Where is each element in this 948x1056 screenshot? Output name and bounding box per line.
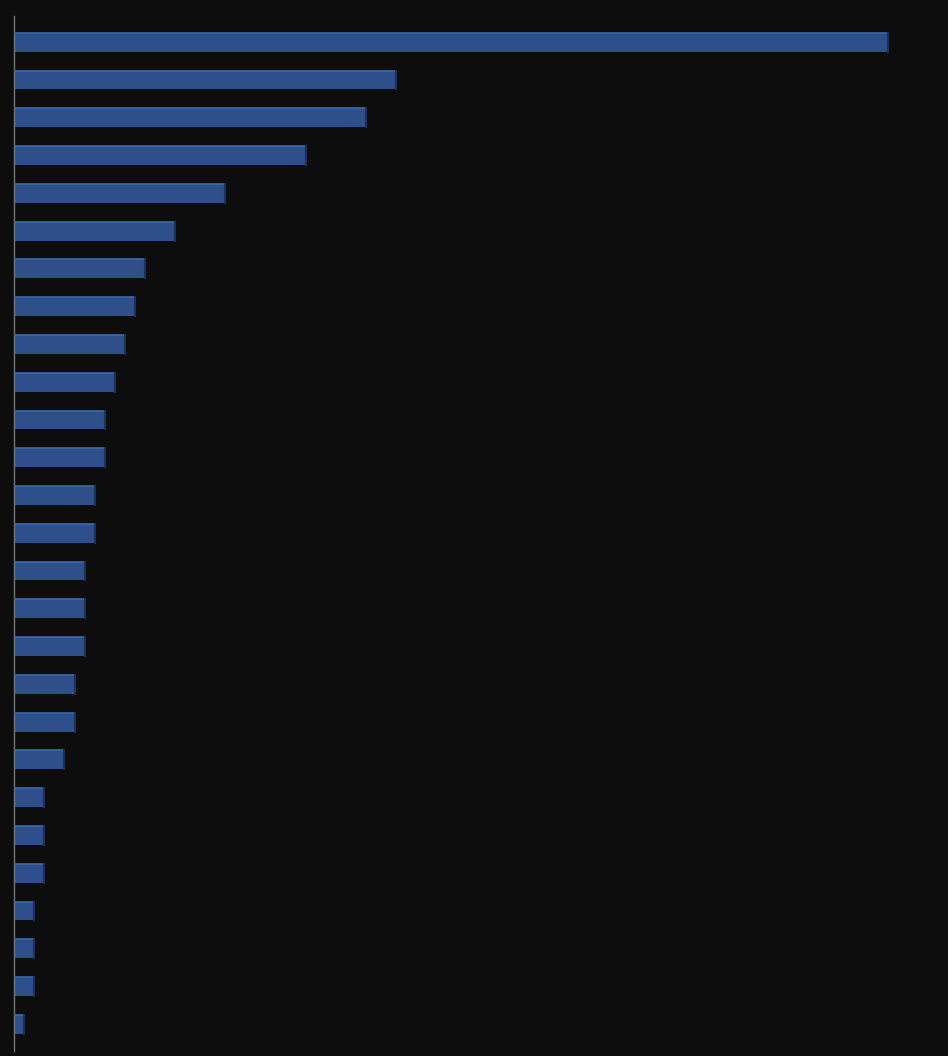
- Bar: [14, 675, 75, 694]
- Bar: [14, 335, 125, 354]
- Bar: [14, 297, 135, 316]
- Bar: [14, 977, 34, 996]
- Bar: [14, 939, 34, 958]
- Bar: [14, 637, 84, 656]
- Bar: [14, 184, 226, 203]
- Bar: [14, 713, 75, 732]
- Bar: [14, 373, 115, 392]
- Bar: [14, 751, 64, 770]
- Bar: [14, 562, 84, 581]
- Bar: [14, 1015, 25, 1034]
- Bar: [14, 222, 175, 241]
- Bar: [14, 449, 104, 467]
- Bar: [14, 146, 305, 165]
- Bar: [14, 524, 95, 543]
- Bar: [14, 600, 84, 618]
- Bar: [14, 864, 45, 883]
- Bar: [14, 902, 34, 921]
- Bar: [14, 826, 45, 845]
- Bar: [14, 109, 366, 128]
- Bar: [14, 788, 45, 807]
- Bar: [14, 260, 145, 279]
- Bar: [14, 33, 888, 52]
- Bar: [14, 486, 95, 505]
- Bar: [14, 71, 396, 90]
- Bar: [14, 411, 104, 430]
